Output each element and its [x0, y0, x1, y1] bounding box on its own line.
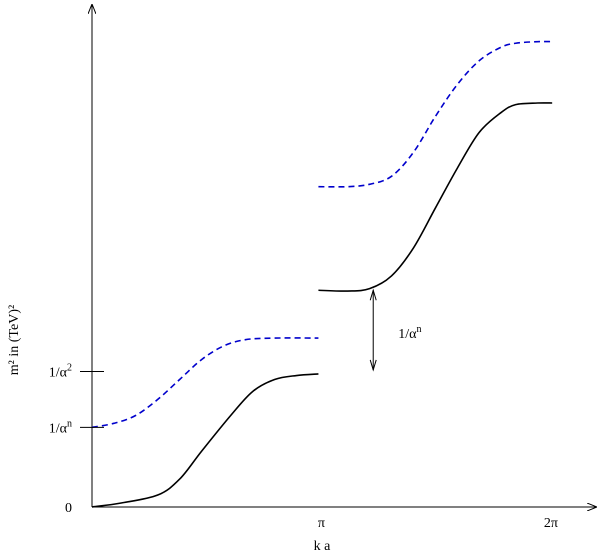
- gap-arrow-head-bottom: [369, 359, 377, 372]
- tick-layer: π 2π 0 1/αn 1/α2: [49, 363, 558, 531]
- series-line-1: [91, 373, 319, 508]
- series-line-3: [318, 102, 553, 292]
- x-axis-title: k a: [314, 539, 332, 554]
- y-axis-title: m² in (TeV)²: [7, 305, 22, 375]
- series-layer: [91, 40, 553, 508]
- x-tick-label-1: π: [318, 516, 325, 531]
- y-tick-label-1: 0: [65, 501, 72, 516]
- annotation-layer: 1/αn: [369, 288, 421, 372]
- x-tick-label-2: 2π: [544, 516, 558, 531]
- y-tick-label-3: 1/α2: [49, 363, 72, 381]
- gap-annotation-label: 1/αn: [398, 324, 421, 342]
- gap-arrow-head-top: [369, 288, 377, 301]
- series-line-2: [91, 337, 319, 429]
- y-tick-label-2: 1/αn: [49, 418, 72, 436]
- series-line-4: [318, 40, 553, 188]
